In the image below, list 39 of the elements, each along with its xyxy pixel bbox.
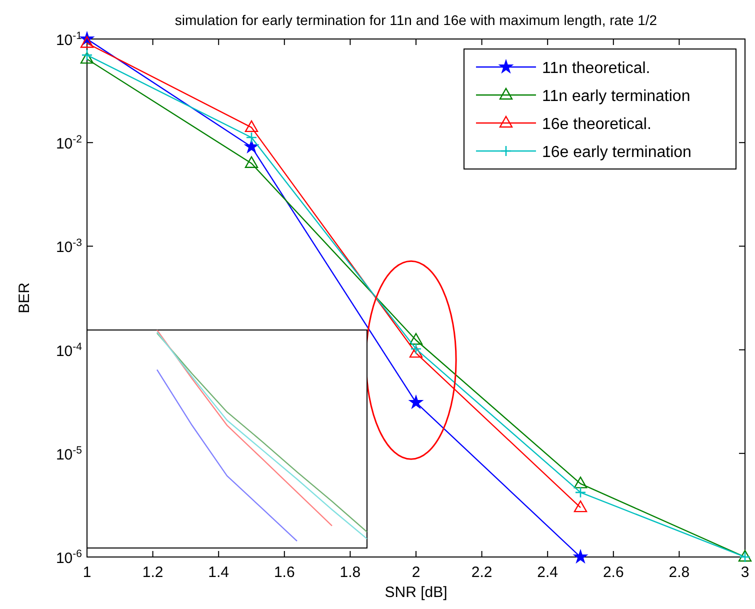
point xyxy=(574,486,586,498)
point xyxy=(244,138,260,154)
x-tick-label: 1.6 xyxy=(274,564,295,581)
x-tick-label: 2.2 xyxy=(471,564,492,581)
y-tick-label: 10$^{-6}$ xyxy=(56,548,82,567)
y-tick-label: 10$^{-5}$ xyxy=(56,444,82,464)
legend-label: 16e early termination xyxy=(542,144,692,161)
legend-label: 16e theoretical. xyxy=(542,116,652,133)
point xyxy=(409,333,423,345)
point xyxy=(244,156,258,168)
x-tick-label: 2.8 xyxy=(668,564,690,581)
y-tick-label: 10$^{-1}$ xyxy=(56,30,82,49)
point xyxy=(244,120,258,132)
point xyxy=(409,346,423,358)
point xyxy=(574,476,588,488)
x-tick-label: 1.8 xyxy=(340,564,361,581)
x-tick-label: 2 xyxy=(412,564,420,581)
x-tick-label: 3 xyxy=(740,564,750,581)
point xyxy=(246,132,258,144)
point xyxy=(80,36,94,48)
x-tick-label: 1 xyxy=(82,564,92,581)
point xyxy=(81,49,93,61)
point xyxy=(410,343,422,355)
point xyxy=(408,394,424,410)
point xyxy=(572,548,588,564)
x-axis-title: SNR [dB] xyxy=(384,584,448,601)
legend-label: 11n theoretical. xyxy=(542,60,650,77)
chart-title: simulation for early termination for 11n and 16e with maximum length, rate 1/2 xyxy=(174,12,658,28)
point xyxy=(574,500,588,512)
legend-label: 11n early termination xyxy=(542,88,690,105)
x-tick-label: 2.6 xyxy=(602,564,624,581)
y-tick-label: 10$^{-3}$ xyxy=(56,237,82,256)
x-tick-label: 1.4 xyxy=(208,564,230,581)
x-tick-label: 1.2 xyxy=(142,564,164,581)
y-tick-label: 10$^{-4}$ xyxy=(56,340,82,360)
x-tick-label: 2.4 xyxy=(537,564,558,581)
y-axis-title: BER xyxy=(16,282,33,314)
y-tick-label: 10$^{-2}$ xyxy=(56,134,82,153)
point xyxy=(80,52,94,64)
